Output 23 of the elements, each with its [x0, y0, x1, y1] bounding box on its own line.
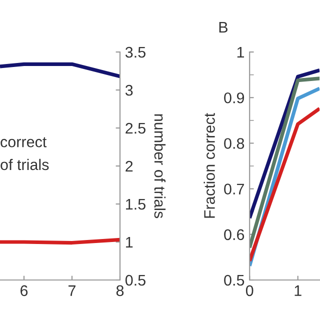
- y-tick-label: 0.9: [224, 92, 244, 104]
- annotation: of trials: [0, 158, 49, 170]
- y-tick-label: 0.6: [224, 229, 244, 240]
- x-tick-label: 1: [294, 285, 302, 296]
- y2-tick-label: 3: [125, 84, 133, 96]
- y2-tick-label: 3.5: [125, 46, 146, 58]
- y-tick-label: 0.5: [224, 274, 244, 286]
- chart-title: B: [219, 22, 228, 33]
- y-tick-label: 0.8: [224, 138, 244, 149]
- x-tick-label: 6: [20, 285, 28, 296]
- y-tick-label: 1: [237, 47, 244, 58]
- y2-tick-label: 1: [126, 237, 133, 248]
- x-tick-label: 7: [68, 285, 76, 296]
- x-tick-label: 8: [116, 285, 124, 296]
- y2-axis-title: number of trials: [154, 114, 166, 218]
- y2-tick-label: 2: [126, 160, 133, 172]
- y2-tick-label: 0.5: [125, 274, 146, 286]
- y-tick-label: 0.7: [224, 184, 244, 194]
- x-tick-label: 0: [246, 285, 254, 296]
- y-axis-title: Fraction correct: [204, 113, 215, 218]
- y2-tick-label: 2.5: [126, 122, 146, 134]
- annotation: correct: [0, 137, 47, 148]
- y2-tick-label: 1.5: [126, 199, 146, 210]
